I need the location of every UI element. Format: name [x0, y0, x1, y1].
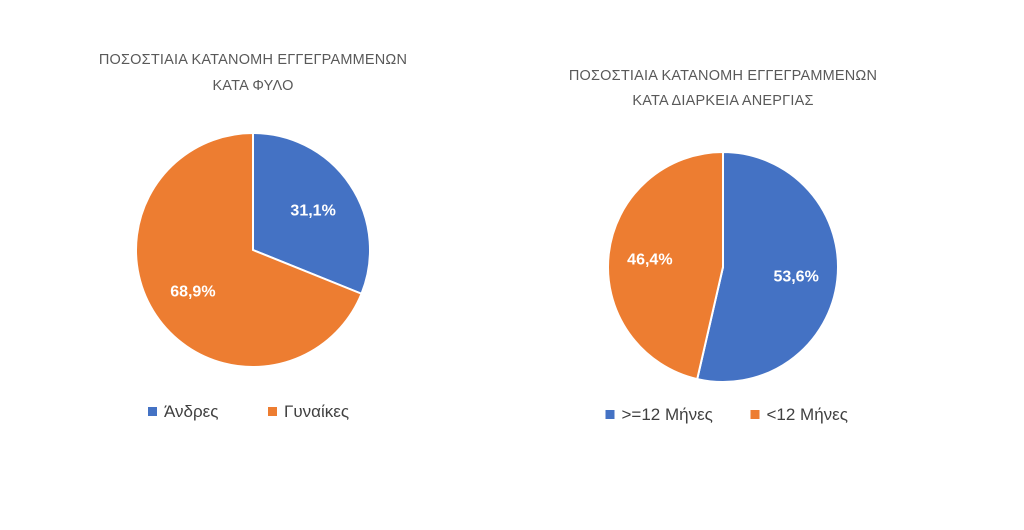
chart-title-line: ΠΟΣΟΣΤΙΑΙΑ ΚΑΤΑΝΟΜΗ ΕΓΓΕΓΡΑΜΜΕΝΩΝ	[99, 52, 407, 68]
pie-slice[interactable]	[696, 150, 839, 383]
pie-slice[interactable]	[135, 131, 363, 368]
data-label: 68,9%	[170, 284, 215, 301]
legend-entry[interactable]: <12 Μήνες	[767, 405, 848, 424]
legend-entry[interactable]: Άνδρες	[164, 402, 218, 421]
legend-swatch	[148, 407, 157, 416]
pie-slice[interactable]	[252, 131, 371, 296]
legend-entry[interactable]: Γυναίκες	[284, 402, 349, 421]
pie-chart-1: ΠΟΣΟΣΤΙΑΙΑ ΚΑΤΑΝΟΜΗ ΕΓΓΕΓΡΑΜΜΕΝΩΝ ΚΑΤΑ ΦΥ…	[99, 52, 407, 421]
chart-title-line: ΚΑΤΑ ΦΥΛΟ	[212, 78, 293, 94]
legend-swatch	[268, 407, 277, 416]
legend-entry[interactable]: >=12 Μήνες	[622, 405, 713, 424]
data-label: 31,1%	[290, 202, 335, 219]
data-label: 53,6%	[773, 268, 818, 285]
pie-slice[interactable]	[607, 150, 724, 381]
chart-title-line: ΠΟΣΟΣΤΙΑΙΑ ΚΑΤΑΝΟΜΗ ΕΓΓΕΓΡΑΜΜΕΝΩΝ	[569, 68, 877, 84]
pie-chart-2: ΠΟΣΟΣΤΙΑΙΑ ΚΑΤΑΝΟΜΗ ΕΓΓΕΓΡΑΜΜΕΝΩΝ ΚΑΤΑ ΔΙ…	[569, 68, 877, 424]
legend-swatch	[750, 410, 760, 419]
legend-swatch	[605, 410, 615, 419]
chart-title-line: ΚΑΤΑ ΔΙΑΡΚΕΙΑ ΑΝΕΡΓΙΑΣ	[632, 93, 813, 109]
data-label: 46,4%	[627, 252, 672, 269]
